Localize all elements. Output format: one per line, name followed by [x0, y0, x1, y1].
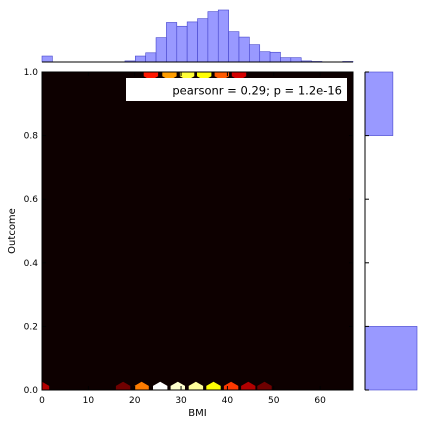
top-marginal-histogram — [41, 9, 354, 63]
x-tick-label: 40 — [222, 396, 234, 406]
joint-plot-background — [42, 72, 353, 390]
bmi-histogram-bar — [207, 11, 219, 63]
y-axis-label: Outcome — [7, 208, 18, 254]
outcome-histogram-bar — [364, 326, 418, 391]
x-tick-label: 10 — [83, 396, 95, 406]
right-histogram-ticks — [365, 71, 369, 391]
bmi-histogram-bar — [135, 55, 146, 63]
hexbin-cell — [257, 381, 272, 390]
x-tick-label: 50 — [268, 396, 280, 406]
y-tick-label: 0.2 — [24, 322, 38, 332]
bmi-histogram-bar — [238, 36, 250, 63]
x-tick-label: 60 — [314, 396, 326, 406]
outcome-histogram-bar — [364, 71, 394, 136]
y-tick-label: 0.8 — [24, 132, 39, 142]
x-tick-label: 0 — [39, 396, 45, 406]
bmi-histogram-bar — [41, 55, 53, 63]
hexbin-cell — [241, 381, 256, 390]
right-marginal-histogram — [364, 71, 418, 391]
hexbin-cell — [188, 381, 204, 390]
joint-plot-area: 0 10 20 30 40 50 60 0.0 0.2 0.4 0.6 0.8 1.0 BMI Out… — [7, 68, 354, 419]
hexbin-cell — [153, 381, 168, 390]
bmi-histogram-bar — [217, 9, 229, 63]
y-tick-label: 0.0 — [24, 386, 39, 396]
bmi-histogram-bar — [228, 31, 240, 63]
y-tick-label: 0.6 — [24, 195, 39, 205]
bmi-histogram-bar — [269, 51, 281, 63]
y-axis-ticks: 0.0 0.2 0.4 0.6 0.8 1.0 — [24, 68, 353, 396]
pearsonr-annotation-box — [126, 78, 347, 101]
bmi-histogram-bar — [290, 57, 302, 63]
x-axis-ticks: 0 10 20 30 40 50 60 — [39, 72, 326, 406]
bmi-histogram-bar — [280, 57, 292, 63]
hexbin-cell — [206, 381, 221, 390]
y-tick-label: 1.0 — [24, 68, 39, 78]
bmi-histogram-bars — [41, 9, 354, 63]
bmi-histogram-bar — [259, 51, 271, 63]
hexbin-cell — [42, 381, 50, 390]
bmi-histogram-bar — [186, 21, 198, 63]
bmi-histogram-bar — [166, 22, 178, 63]
bmi-histogram-bar — [249, 44, 261, 63]
bmi-histogram-bar — [197, 18, 209, 63]
bmi-histogram-bar — [145, 52, 157, 63]
outcome-histogram-bars — [364, 71, 418, 391]
bmi-histogram-bar — [155, 37, 167, 63]
x-axis-label: BMI — [188, 408, 206, 419]
bmi-histogram-bar — [176, 25, 188, 63]
y-tick-label: 0.4 — [24, 259, 39, 269]
joint-plot-frame — [41, 71, 354, 391]
x-tick-label: 30 — [175, 396, 187, 406]
pearsonr-annotation: pearsonr = 0.29; p = 1.2e-16 — [172, 84, 342, 98]
hexbin-cell — [115, 381, 131, 390]
hexbin-cell — [134, 381, 149, 390]
x-tick-label: 20 — [129, 396, 141, 406]
